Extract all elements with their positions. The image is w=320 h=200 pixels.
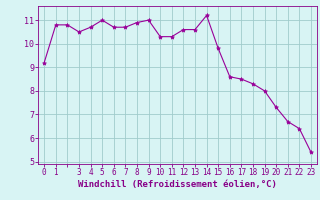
X-axis label: Windchill (Refroidissement éolien,°C): Windchill (Refroidissement éolien,°C) [78, 180, 277, 189]
